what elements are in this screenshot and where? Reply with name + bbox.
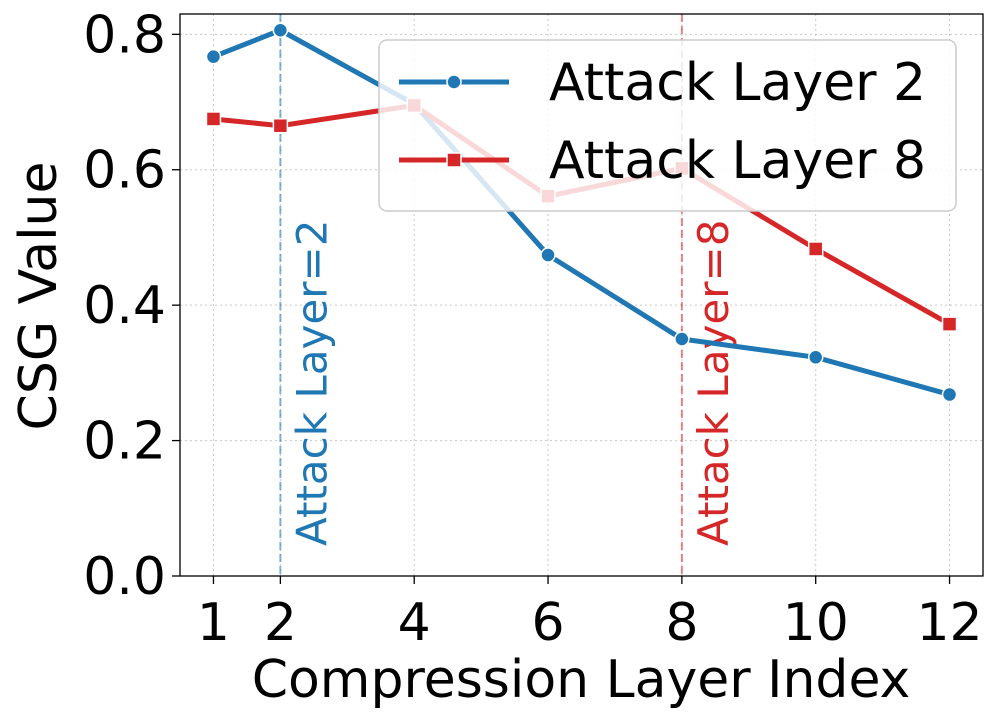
data-point — [807, 241, 824, 257]
x-tick-label: 1 — [197, 593, 230, 653]
x-axis-label: Compression Layer Index — [252, 650, 911, 710]
legend-label: Attack Layer 2 — [549, 53, 926, 113]
x-tick-label: 4 — [398, 593, 431, 653]
legend: Attack Layer 2 Attack Layer 8 — [378, 39, 957, 212]
data-point — [674, 331, 690, 347]
x-axis: 1 2 4 6 8 10 12 — [197, 576, 983, 653]
y-tick-label: 0.0 — [83, 547, 166, 607]
reference-lines: Attack Layer=2 Attack Layer=8 — [279, 14, 738, 576]
y-tick-label: 0.8 — [83, 5, 166, 65]
x-tick-label: 2 — [264, 593, 297, 653]
data-point — [941, 386, 958, 403]
legend-marker — [446, 152, 462, 168]
y-axis: 0.0 0.2 0.4 0.6 0.8 — [83, 5, 180, 607]
data-point — [807, 349, 824, 366]
reference-line-label: Attack Layer=2 — [287, 220, 336, 546]
data-point — [540, 247, 556, 263]
y-axis-label: CSG Value — [9, 162, 69, 431]
data-point — [205, 48, 222, 65]
legend-marker — [446, 74, 462, 90]
data-point — [941, 316, 958, 332]
y-tick-label: 0.2 — [83, 412, 166, 472]
y-tick-label: 0.4 — [83, 276, 166, 336]
data-point — [272, 117, 289, 134]
x-tick-label: 6 — [531, 593, 564, 653]
x-tick-label: 12 — [916, 593, 982, 653]
reference-line-label: Attack Layer=8 — [689, 220, 738, 546]
plot-frame — [179, 13, 984, 577]
x-tick-label: 10 — [783, 593, 849, 653]
data-point — [272, 22, 289, 39]
data-point — [205, 111, 222, 127]
x-tick-label: 8 — [665, 593, 698, 653]
y-tick-label: 0.6 — [83, 141, 166, 201]
legend-label: Attack Layer 8 — [549, 131, 926, 191]
legend-box — [378, 39, 957, 212]
